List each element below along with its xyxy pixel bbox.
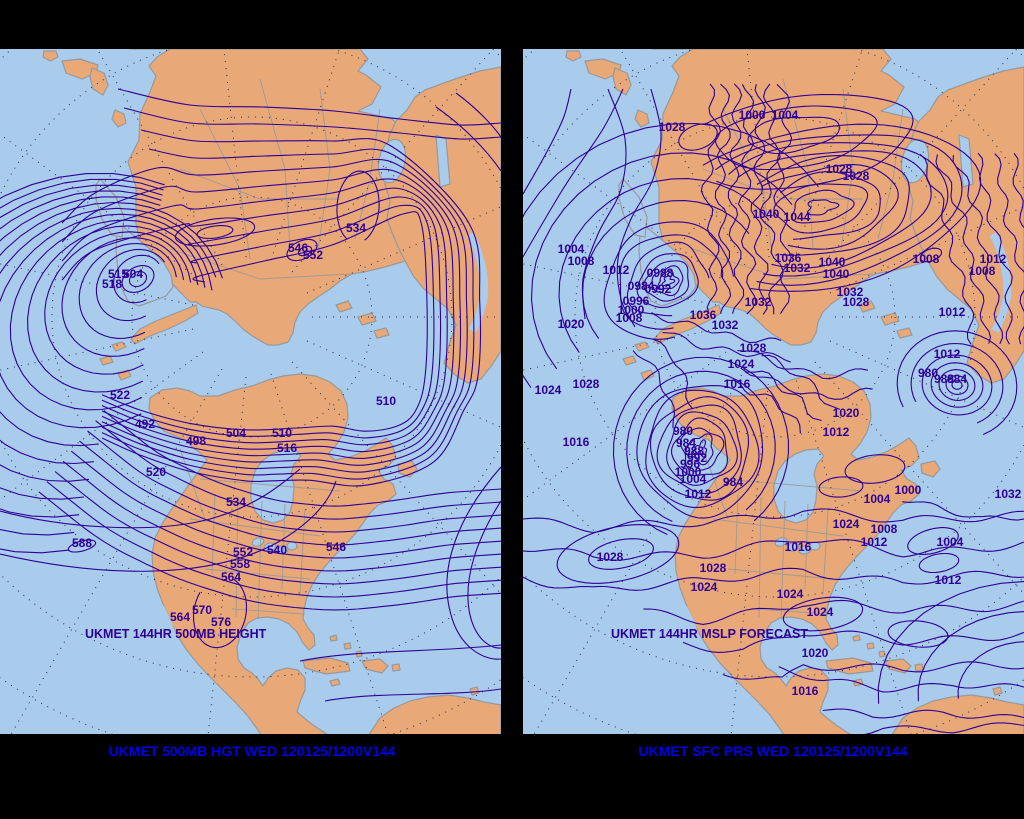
svg-text:984: 984 [947,372,967,386]
svg-text:534: 534 [346,221,366,235]
svg-text:1024: 1024 [691,580,718,594]
svg-text:1012: 1012 [861,535,888,549]
svg-text:992: 992 [687,451,707,465]
svg-text:UKMET 144HR MSLP FORECAST: UKMET 144HR MSLP FORECAST [611,627,808,641]
svg-text:1012: 1012 [939,305,966,319]
svg-text:546: 546 [326,540,346,554]
svg-text:1044: 1044 [784,210,811,224]
svg-text:1028: 1028 [826,162,853,176]
svg-text:504: 504 [123,267,143,281]
svg-text:1012: 1012 [934,347,961,361]
svg-text:1008: 1008 [871,522,898,536]
svg-text:1024: 1024 [807,605,834,619]
svg-text:570: 570 [192,603,212,617]
svg-text:1008: 1008 [568,254,595,268]
svg-text:980: 980 [918,366,938,380]
svg-text:1032: 1032 [995,487,1022,501]
svg-text:0984: 0984 [628,279,655,293]
svg-text:515: 515 [108,267,128,281]
svg-text:1008: 1008 [913,252,940,266]
svg-text:1036: 1036 [690,308,717,322]
svg-text:1004: 1004 [864,492,891,506]
svg-text:0992: 0992 [645,282,672,296]
svg-text:1008: 1008 [616,311,643,325]
svg-text:1020: 1020 [558,317,585,331]
svg-text:498: 498 [186,434,206,448]
svg-text:1000: 1000 [739,108,766,122]
svg-text:984: 984 [723,475,743,489]
svg-text:988: 988 [684,444,704,458]
svg-text:UKMET 144HR 500MB HEIGHT: UKMET 144HR 500MB HEIGHT [85,627,267,641]
svg-text:1024: 1024 [833,517,860,531]
svg-text:1032: 1032 [837,285,864,299]
svg-text:552: 552 [233,545,253,559]
svg-text:1024: 1024 [777,587,804,601]
svg-text:1024: 1024 [728,357,755,371]
svg-text:1028: 1028 [597,550,624,564]
svg-text:576: 576 [211,615,231,629]
svg-text:1020: 1020 [802,646,829,660]
svg-text:996: 996 [680,457,700,471]
svg-text:564: 564 [170,610,190,624]
svg-text:1024: 1024 [535,383,562,397]
svg-text:1036: 1036 [775,251,802,265]
svg-text:520: 520 [146,465,166,479]
svg-text:1032: 1032 [745,295,772,309]
svg-text:1028: 1028 [843,169,870,183]
svg-text:1004: 1004 [680,472,707,486]
svg-text:1016: 1016 [792,684,819,698]
svg-text:1004: 1004 [558,242,585,256]
svg-text:540: 540 [267,543,287,557]
svg-text:1040: 1040 [753,207,780,221]
svg-text:1028: 1028 [843,295,870,309]
svg-text:510: 510 [272,426,292,440]
svg-text:588: 588 [72,536,92,550]
svg-text:564: 564 [221,570,241,584]
svg-text:492: 492 [135,417,155,431]
svg-text:552: 552 [303,248,323,262]
svg-text:1028: 1028 [700,561,727,575]
svg-text:1020: 1020 [833,406,860,420]
svg-text:510: 510 [376,394,396,408]
svg-text:984: 984 [676,436,696,450]
svg-text:1004: 1004 [937,535,964,549]
svg-text:522: 522 [110,388,130,402]
svg-text:1016: 1016 [563,435,590,449]
svg-text:1032: 1032 [712,318,739,332]
svg-text:1012: 1012 [935,573,962,587]
svg-text:980: 980 [673,424,693,438]
svg-text:0996: 0996 [623,294,650,308]
svg-text:1012: 1012 [823,425,850,439]
svg-text:534: 534 [226,495,246,509]
svg-text:1012: 1012 [685,487,712,501]
svg-text:546: 546 [288,241,308,255]
svg-text:1040: 1040 [819,255,846,269]
svg-text:558: 558 [230,557,250,571]
svg-text:0988: 0988 [647,266,674,280]
svg-text:1000: 1000 [895,483,922,497]
svg-text:UKMET SFC PRS WED 120125/1200V: UKMET SFC PRS WED 120125/1200V144 [638,743,907,759]
svg-text:1016: 1016 [724,377,751,391]
svg-text:1004: 1004 [772,108,799,122]
svg-text:518: 518 [102,277,122,291]
svg-text:1012: 1012 [980,252,1007,266]
svg-text:516: 516 [277,441,297,455]
svg-text:504: 504 [226,426,246,440]
svg-text:1040: 1040 [823,267,850,281]
svg-text:1028: 1028 [659,120,686,134]
svg-text:1016: 1016 [785,540,812,554]
svg-text:1000: 1000 [675,465,702,479]
svg-text:1028: 1028 [740,341,767,355]
svg-text:1012: 1012 [603,263,630,277]
svg-text:1008: 1008 [969,264,996,278]
svg-text:UKMET 500MB HGT WED 120125/120: UKMET 500MB HGT WED 120125/1200V144 [108,743,395,759]
svg-text:1032: 1032 [784,261,811,275]
svg-text:1028: 1028 [573,377,600,391]
svg-text:988: 988 [934,372,954,386]
svg-text:1000: 1000 [618,303,645,317]
